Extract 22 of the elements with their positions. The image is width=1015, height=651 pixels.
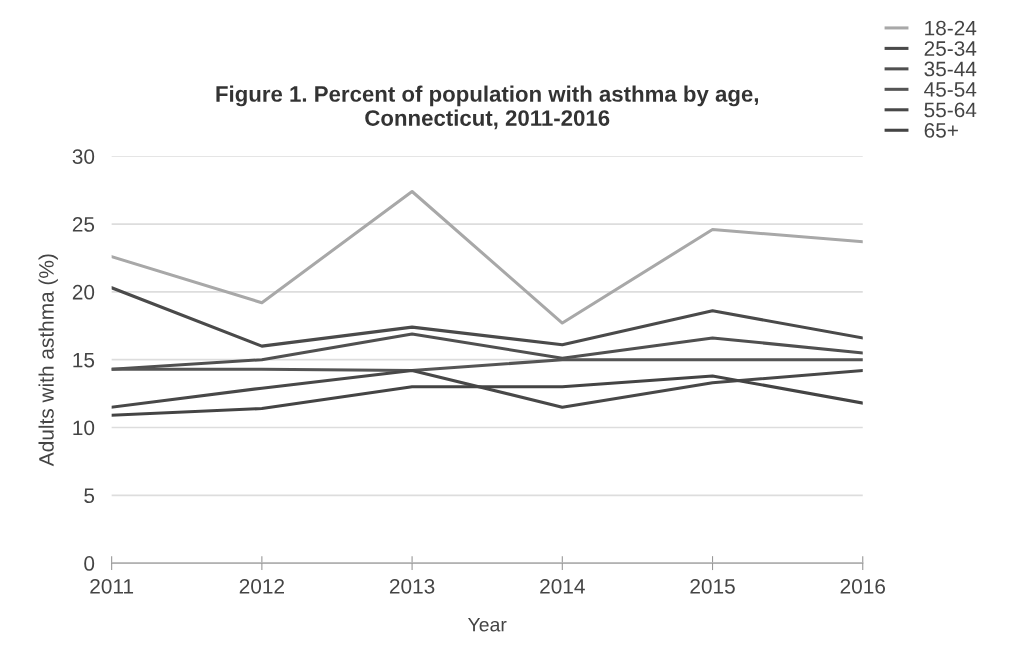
- y-tick-label: 20: [72, 284, 95, 300]
- y-tick-label: 25: [72, 217, 95, 232]
- y-tick-label: 30: [72, 149, 95, 164]
- y-tick-label: 15: [73, 352, 95, 368]
- legend-label: 18-24: [925, 20, 977, 36]
- legend-label: 35-44: [924, 61, 977, 77]
- x-tick-label: 2012: [239, 578, 284, 594]
- x-tick-label: 2016: [840, 578, 886, 594]
- legend-label: 45-54: [924, 82, 977, 97]
- y-axis-title: Adults with asthma (%): [38, 254, 58, 467]
- y-tick-label: 0: [84, 556, 95, 571]
- legend-label: 65+: [924, 122, 958, 138]
- y-tick-label: 5: [84, 488, 95, 504]
- x-axis-title: Year: [467, 617, 507, 632]
- x-tick-label: 2011: [90, 578, 134, 594]
- x-tick-label: 2015: [690, 578, 735, 594]
- y-tick-label: 10: [73, 420, 95, 436]
- legend-label: 25-34: [924, 41, 977, 56]
- legend-label: 55-64: [924, 102, 977, 118]
- x-tick-label: 2013: [389, 578, 435, 594]
- x-tick-label: 2014: [540, 578, 585, 594]
- chart-title: Figure 1. Percent of population with asthma by age, Connecticut, 2011-2016: [216, 85, 758, 130]
